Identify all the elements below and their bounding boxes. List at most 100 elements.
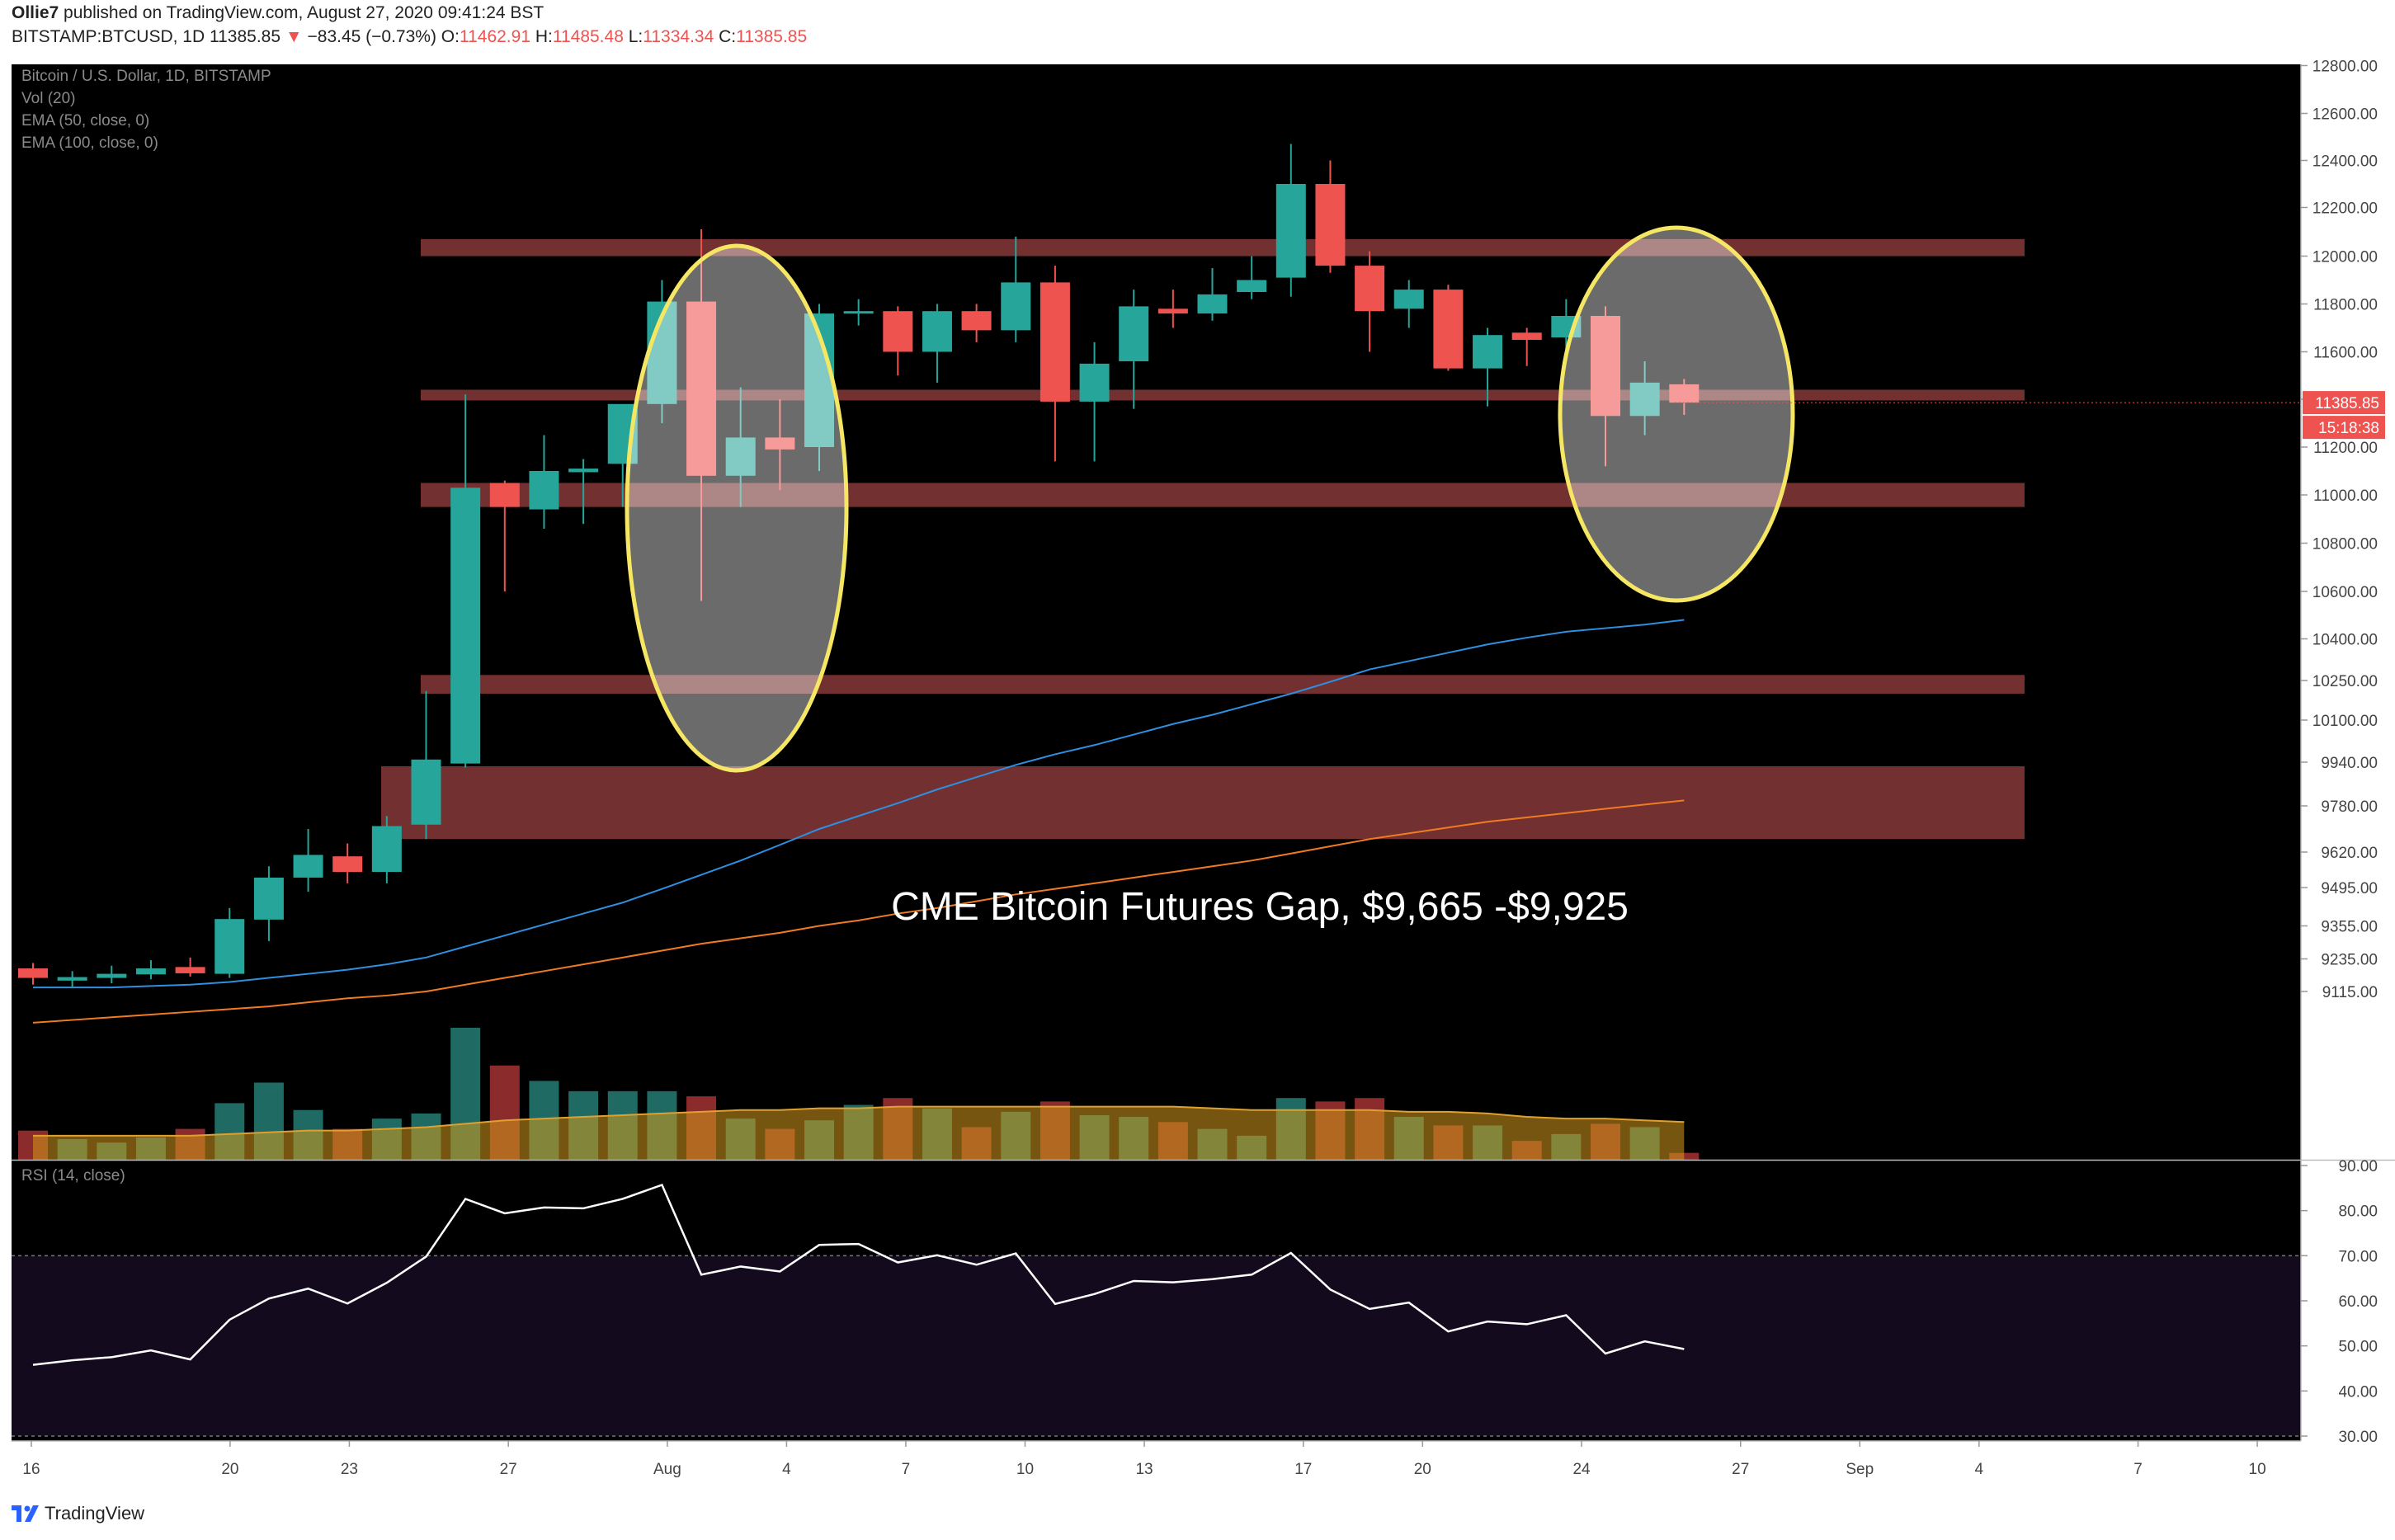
rsi-tick-label: 70.00 xyxy=(2338,1248,2378,1265)
price-tick-label: 11600.00 xyxy=(2313,345,2378,362)
open-value: 11462.91 xyxy=(459,27,530,46)
support-resistance-zone xyxy=(381,765,2025,840)
candle-body xyxy=(1040,282,1070,402)
price-tick-label: 9780.00 xyxy=(2321,798,2378,816)
rsi-band xyxy=(12,1255,2301,1436)
price-tick-label: 11800.00 xyxy=(2313,297,2378,314)
candle-body xyxy=(1079,363,1110,402)
price-chart[interactable]: 12800.00 12600.00 12400.00 12200.00 12000.00… xyxy=(0,54,2395,1495)
candle-body xyxy=(883,311,913,352)
highlight-ellipse xyxy=(1558,225,1795,603)
legend-vol: Vol (20) xyxy=(21,90,76,107)
candle-body xyxy=(1393,290,1424,309)
candle-body xyxy=(1433,290,1464,369)
author-name[interactable]: Ollie7 xyxy=(12,3,59,22)
time-tick-label: 7 xyxy=(2133,1461,2143,1478)
candle-body xyxy=(961,311,992,331)
candle-body xyxy=(1629,382,1660,417)
high-label: H: xyxy=(535,27,553,46)
price-tick-label: 9115.00 xyxy=(2322,984,2378,1001)
time-tick-label: 27 xyxy=(500,1461,517,1478)
ema100-line xyxy=(32,799,1685,1024)
price-tick-label: 11200.00 xyxy=(2313,440,2378,457)
candle-body xyxy=(1669,384,1700,403)
candle-body xyxy=(293,855,323,878)
candle-body xyxy=(1001,282,1031,331)
candle-body xyxy=(1197,294,1228,314)
candle-body xyxy=(489,483,520,507)
price-tick-label: 9495.00 xyxy=(2321,880,2378,897)
candle-body xyxy=(371,826,402,873)
price-tick-label: 10100.00 xyxy=(2312,713,2378,730)
close-label: C: xyxy=(719,27,737,46)
candle-body xyxy=(529,471,559,510)
candle-body xyxy=(215,919,245,974)
candle-body xyxy=(765,437,795,450)
symbol-name: BITSTAMP:BTCUSD, 1D xyxy=(12,27,205,46)
candle-body xyxy=(450,487,481,764)
price-tick-label: 12200.00 xyxy=(2312,200,2378,218)
ema50-line xyxy=(33,619,1685,989)
candle-body xyxy=(922,311,952,352)
price-tick-label: 9355.00 xyxy=(2321,919,2378,936)
time-tick-label: 24 xyxy=(1572,1461,1591,1478)
time-tick-label: 20 xyxy=(221,1461,238,1478)
candle-body xyxy=(1275,184,1306,278)
high-value: 11485.48 xyxy=(552,27,624,46)
published-text: published on TradingView.com, August 27,… xyxy=(64,3,545,22)
candle-body xyxy=(1237,280,1267,292)
time-tick-label: 13 xyxy=(1135,1461,1153,1478)
rsi-tick-label: 50.00 xyxy=(2338,1339,2378,1356)
volume-ma-line xyxy=(33,1105,1685,1137)
gap-label: CME Bitcoin Futures Gap, $9,665 -$9,925 xyxy=(891,885,1629,929)
candle-body xyxy=(1591,316,1620,417)
time-tick-label: 20 xyxy=(1414,1461,1431,1478)
legend-title: Bitcoin / U.S. Dollar, 1D, BITSTAMP xyxy=(21,68,271,85)
candle-body xyxy=(97,973,127,978)
candle-body xyxy=(843,311,874,314)
time-tick-label: 4 xyxy=(1975,1461,1984,1478)
time-tick-label: 23 xyxy=(341,1461,358,1478)
candle-body xyxy=(18,968,48,978)
candle-body xyxy=(135,968,166,975)
down-arrow-icon: ▼ xyxy=(285,27,303,46)
symbol-ohlc-line: BITSTAMP:BTCUSD, 1D 11385.85 ▼ −83.45 (−… xyxy=(12,27,807,47)
price-tick-label: 12400.00 xyxy=(2312,153,2378,171)
price-change: −83.45 (−0.73%) xyxy=(307,27,436,46)
price-tick-label: 12000.00 xyxy=(2312,249,2378,266)
rsi-tick-label: 90.00 xyxy=(2338,1158,2378,1175)
brand-name[interactable]: TradingView xyxy=(45,1503,145,1524)
candle-body xyxy=(686,301,717,476)
highlight-ellipse xyxy=(625,243,849,773)
rsi-tick-label: 60.00 xyxy=(2338,1293,2378,1311)
candle-body xyxy=(57,977,87,981)
support-resistance-zone xyxy=(421,238,2025,257)
candle-body xyxy=(1119,306,1149,361)
price-tick-label: 9235.00 xyxy=(2321,952,2378,969)
time-tick-label: 10 xyxy=(1016,1461,1034,1478)
time-tick-label: Sep xyxy=(1846,1461,1874,1478)
publish-header: Ollie7 published on TradingView.com, Aug… xyxy=(0,0,2395,54)
price-tick-label: 10250.00 xyxy=(2312,673,2378,690)
price-tick-label: 9620.00 xyxy=(2321,845,2378,862)
legend-ema100: EMA (100, close, 0) xyxy=(21,134,158,152)
time-tick-label: 4 xyxy=(782,1461,791,1478)
candle-body xyxy=(1315,184,1346,266)
candle-body xyxy=(332,856,363,873)
candle-body xyxy=(568,469,599,473)
candle-body xyxy=(253,877,284,920)
legend-rsi: RSI (14, close) xyxy=(21,1167,125,1184)
candle-body xyxy=(1473,335,1503,369)
rsi-line xyxy=(32,1183,1685,1366)
candle-body xyxy=(411,759,441,825)
footer: TradingView xyxy=(0,1495,2395,1540)
candle-body xyxy=(1355,266,1385,312)
price-tick-label: 10800.00 xyxy=(2312,536,2378,553)
volume-ma-area xyxy=(33,1106,1685,1160)
last-price-badge xyxy=(2303,391,2385,415)
support-resistance-zone xyxy=(421,483,2025,507)
low-label: L: xyxy=(628,27,644,46)
main-pane[interactable] xyxy=(12,64,2301,1160)
time-tick-label: Aug xyxy=(653,1461,681,1478)
time-tick-label: 7 xyxy=(902,1461,911,1478)
